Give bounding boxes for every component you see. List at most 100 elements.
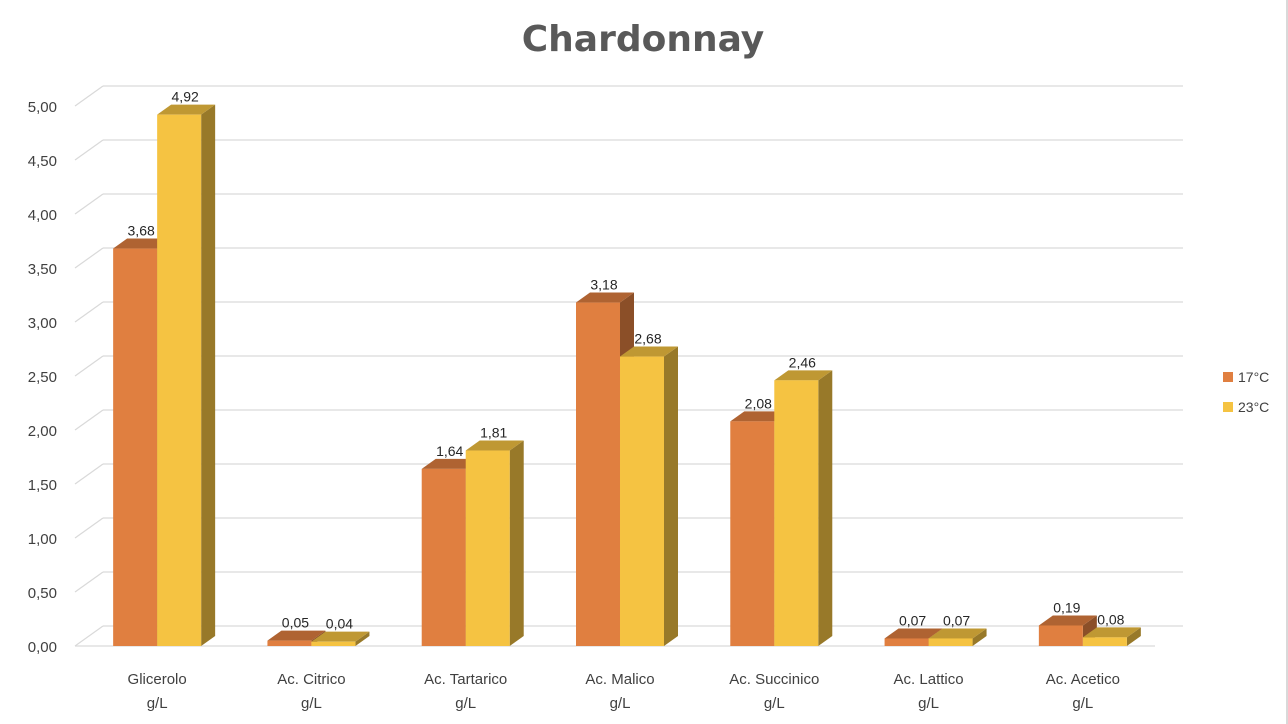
data-label: 2,46 (789, 354, 816, 370)
y-tick-label: 3,00 (28, 315, 57, 332)
category-label: Glicerolo (128, 671, 187, 688)
bar-front (730, 421, 775, 646)
bar-front (1038, 625, 1083, 646)
y-tick-label: 5,00 (28, 99, 57, 116)
bar-side (972, 628, 987, 646)
data-label: 2,08 (745, 395, 772, 411)
x-axis: Glicerolo g/L Ac. Citrico g/L Ac. Tartarico g… (128, 671, 1120, 712)
bar-top (928, 628, 987, 639)
bar-top (730, 411, 789, 422)
frame-edge (1286, 0, 1288, 724)
category-label: g/L (455, 695, 476, 712)
bar-front (620, 356, 664, 646)
bar-front (1082, 637, 1127, 646)
bar-side (818, 370, 833, 646)
gridline-side (74, 247, 104, 269)
bar-front (774, 380, 819, 646)
bar-side (355, 631, 370, 646)
gridline-side (74, 139, 104, 161)
bar-front (928, 638, 973, 646)
category-label: g/L (610, 695, 631, 712)
gridline-side (74, 193, 104, 215)
y-tick-label: 3,50 (28, 261, 57, 278)
category-label: Ac. Lattico (894, 671, 964, 688)
category-label: g/L (301, 695, 322, 712)
gridline-side (74, 85, 104, 107)
bar-side (201, 104, 216, 646)
y-tick-label: 2,50 (28, 369, 57, 386)
bar-front (465, 450, 510, 646)
category-label: Ac. Succinico (729, 671, 819, 688)
data-label: 0,07 (899, 612, 926, 628)
legend: 17°C 23°C (1223, 369, 1269, 415)
data-label: 3,68 (128, 223, 155, 239)
bar-top (620, 346, 678, 357)
bar-23c (465, 440, 524, 646)
bar-top (267, 630, 326, 641)
gridline-side (74, 517, 104, 539)
y-tick-label: 2,00 (28, 423, 57, 440)
bar-front (113, 248, 158, 646)
bar-top (1082, 627, 1141, 638)
bar-top (113, 238, 172, 249)
category-label: Ac. Acetico (1046, 671, 1120, 688)
bar-23c (311, 631, 370, 646)
legend-label: 23°C (1238, 399, 1269, 415)
data-label: 0,08 (1097, 611, 1124, 627)
bar-23c (157, 104, 216, 646)
legend-swatch (1223, 372, 1233, 382)
bar-top (884, 628, 943, 639)
bar-front (157, 114, 202, 646)
gridline-side (74, 625, 104, 647)
y-tick-label: 4,50 (28, 153, 57, 170)
bar-23c (1082, 627, 1141, 646)
bar-top (576, 292, 634, 303)
gridline-side (74, 463, 104, 485)
y-axis: 0,00 0,50 1,00 1,50 2,00 2,50 3,00 3,50 4,00 4,50… (28, 99, 57, 656)
data-label: 1,81 (480, 425, 507, 441)
gridline-side (74, 571, 104, 593)
gridline-side (74, 355, 104, 377)
y-tick-label: 1,00 (28, 531, 57, 548)
data-label: 0,05 (282, 615, 309, 631)
bar-top (157, 104, 216, 115)
y-tick-label: 4,00 (28, 207, 57, 224)
bar-side (1126, 627, 1141, 646)
category-label: Ac. Malico (585, 671, 654, 688)
chart-title: Chardonnay (522, 19, 765, 60)
category-label: Ac. Citrico (277, 671, 345, 688)
category-label: Ac. Tartarico (424, 671, 507, 688)
bar-top (421, 458, 480, 469)
bar-front (311, 641, 356, 646)
bar-23c (620, 346, 678, 646)
gridline-side (74, 301, 104, 323)
data-label: 2,68 (634, 331, 661, 347)
gridline-side (74, 409, 104, 431)
bar-front (576, 302, 620, 646)
bar-top (465, 440, 524, 451)
data-label: 0,04 (326, 616, 353, 632)
data-label: 0,19 (1053, 599, 1080, 615)
bar-side (664, 346, 678, 646)
category-label: g/L (764, 695, 785, 712)
category-label: g/L (918, 695, 939, 712)
legend-label: 17°C (1238, 369, 1269, 385)
category-label: g/L (1072, 695, 1093, 712)
y-tick-label: 0,00 (28, 639, 57, 656)
data-label: 1,64 (436, 443, 463, 459)
bar-23c (774, 370, 833, 646)
bar-top (774, 370, 833, 381)
bar-23c (928, 628, 987, 646)
bar-side (509, 440, 524, 646)
legend-swatch (1223, 402, 1233, 412)
data-label: 0,07 (943, 612, 970, 628)
bar-front (421, 468, 466, 646)
data-label: 4,92 (172, 89, 199, 105)
y-tick-label: 1,50 (28, 477, 57, 494)
bar-top (1038, 615, 1097, 626)
data-label: 3,18 (590, 277, 617, 293)
bar-top (311, 631, 370, 642)
y-tick-label: 0,50 (28, 585, 57, 602)
bars: 3,68 4,92 0,05 0,04 1,64 1,81 3,18 2,68 2,08 2,46… (113, 89, 1141, 646)
